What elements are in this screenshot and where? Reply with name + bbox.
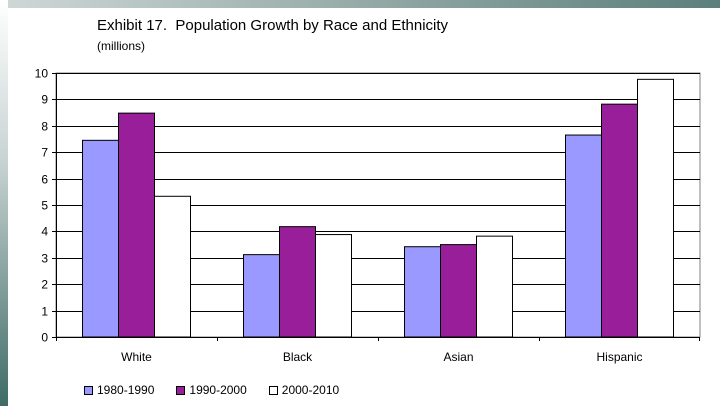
chart-subtitle: (millions)	[97, 39, 145, 53]
bar-2000-2010-Hispanic	[637, 78, 674, 338]
bar-2000-2010-Black	[315, 234, 352, 338]
legend-swatch	[84, 385, 93, 395]
bar-2000-2010-White	[154, 195, 191, 338]
legend-label: 1990-2000	[189, 383, 247, 397]
bar-1980-1990-White	[82, 139, 119, 338]
bar-1980-1990-Asian	[404, 246, 441, 338]
slide-frame-top	[0, 0, 720, 8]
legend-item: 2000-2010	[268, 383, 340, 397]
legend-swatch	[176, 385, 186, 395]
y-tick-label: 4	[41, 225, 48, 239]
y-tick-label: 0	[41, 331, 48, 345]
legend-item: 1980-1990	[84, 383, 154, 397]
legend-label: 2000-2010	[281, 383, 340, 397]
y-tick-label: 1	[41, 305, 48, 319]
bar-1990-2000-White	[118, 112, 155, 338]
x-tick-label: White	[121, 350, 152, 364]
y-tick-label: 8	[41, 120, 48, 134]
bar-1980-1990-Black	[243, 254, 280, 338]
bar-1980-1990-Hispanic	[565, 134, 602, 338]
y-tick-label: 6	[41, 173, 48, 187]
chart-legend: 1980-1990 1990-2000 2000-2010	[84, 382, 361, 398]
bar-2000-2010-Asian	[476, 235, 513, 338]
legend-swatch	[268, 385, 278, 395]
chart-title: Exhibit 17. Population Growth by Race an…	[97, 17, 449, 34]
y-tick-label: 3	[41, 252, 48, 266]
bar-1990-2000-Hispanic	[601, 103, 638, 338]
y-tick-label: 10	[35, 67, 49, 81]
bar-1990-2000-Asian	[440, 244, 477, 338]
x-tick-label: Black	[283, 350, 313, 364]
y-tick-label: 2	[41, 278, 48, 292]
legend-item: 1990-2000	[176, 383, 247, 397]
x-tick-label: Hispanic	[596, 350, 642, 364]
y-tick-label: 7	[41, 146, 48, 160]
y-tick-label: 5	[41, 199, 48, 213]
y-tick-label: 9	[41, 93, 48, 107]
bar-1990-2000-Black	[279, 226, 316, 338]
legend-label: 1980-1990	[97, 383, 155, 397]
x-tick-label: Asian	[443, 350, 473, 364]
slide-frame-left	[0, 0, 8, 406]
